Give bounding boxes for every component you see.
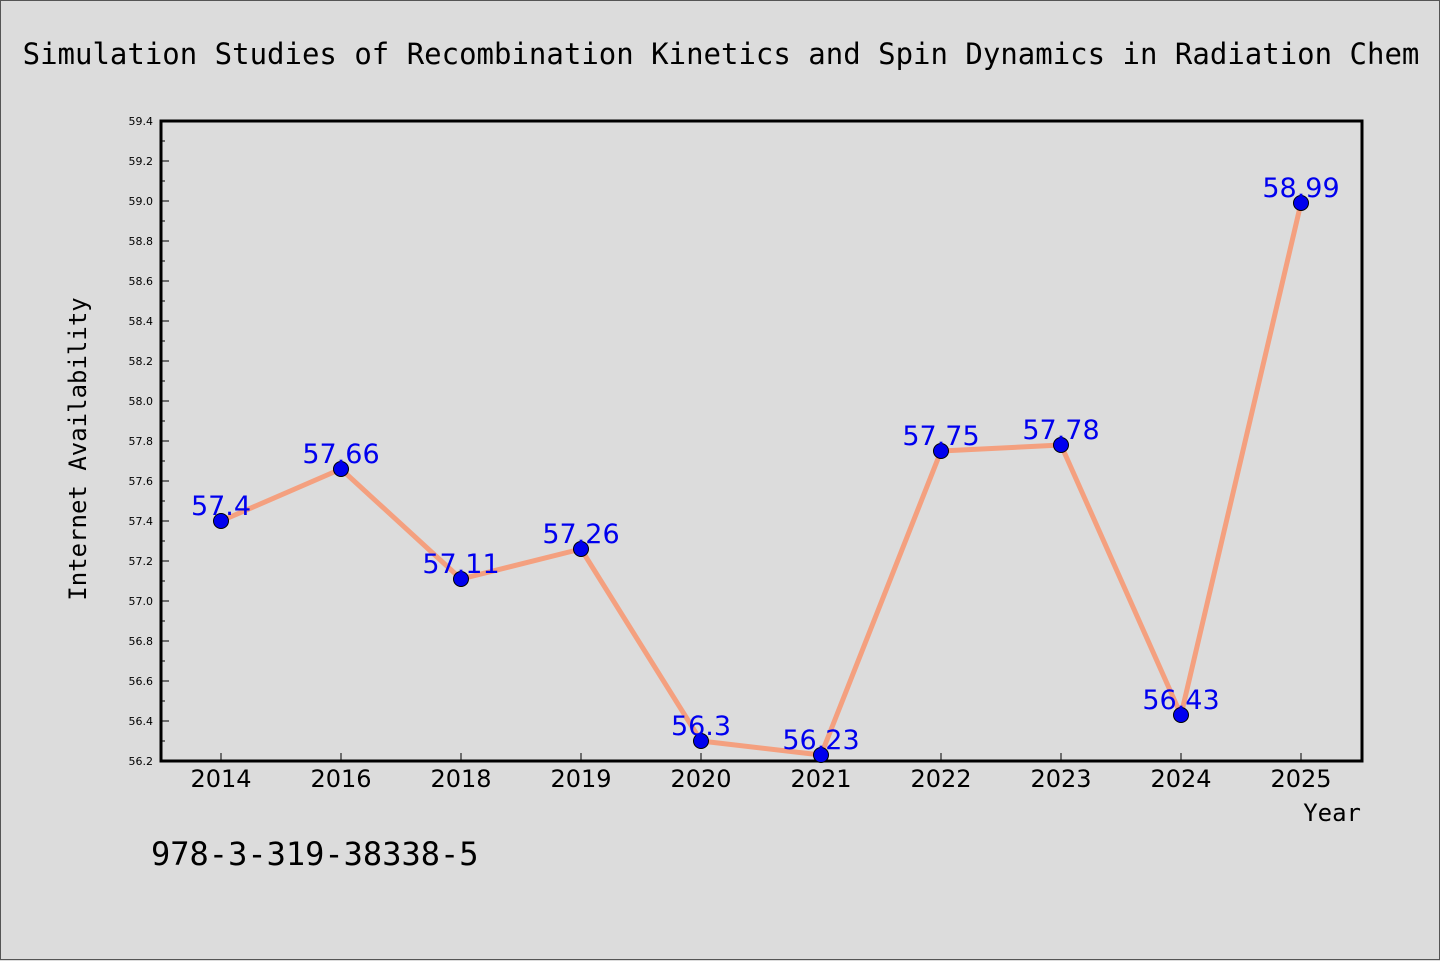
y-tick-label: 56.6 bbox=[129, 675, 154, 688]
data-label: 56.43 bbox=[1142, 685, 1219, 716]
series-polyline bbox=[220, 202, 1304, 758]
data-label: 56.23 bbox=[782, 725, 859, 756]
data-labels: 57.4 57.66 57.11 57.26 56.3 56.23 57.75 57.78 56… bbox=[191, 173, 1340, 756]
data-point bbox=[693, 733, 709, 749]
x-tick-label: 2022 bbox=[910, 765, 971, 793]
y-tick-label: 57.0 bbox=[129, 595, 154, 608]
y-tick-label: 58.0 bbox=[129, 395, 154, 408]
x-axis-label: Year bbox=[1303, 799, 1361, 827]
x-tick-label: 2023 bbox=[1030, 765, 1091, 793]
data-point bbox=[573, 541, 589, 557]
data-point bbox=[1053, 437, 1069, 453]
data-point bbox=[813, 747, 829, 763]
y-tick-label: 57.4 bbox=[129, 515, 154, 528]
y-axis: 56.2 56.4 56.6 56.8 57.0 57.2 57.4 57.6 57.8 58.0… bbox=[129, 115, 169, 768]
data-point bbox=[333, 461, 349, 477]
y-tick-label: 59.0 bbox=[129, 195, 154, 208]
x-tick-label: 2025 bbox=[1270, 765, 1331, 793]
data-point bbox=[213, 513, 229, 529]
data-label: 57.4 bbox=[191, 491, 251, 522]
data-point bbox=[453, 571, 469, 587]
isbn-text: 978-3-319-38338-5 bbox=[151, 835, 479, 873]
y-tick-label: 57.8 bbox=[129, 435, 154, 448]
data-label: 57.26 bbox=[542, 519, 619, 550]
y-tick-label: 58.4 bbox=[129, 315, 154, 328]
y-tick-label: 56.4 bbox=[129, 715, 154, 728]
data-label: 57.11 bbox=[422, 549, 499, 580]
chart-title: Simulation Studies of Recombination Kine… bbox=[23, 37, 1420, 71]
x-tick-label: 2020 bbox=[670, 765, 731, 793]
x-tick-label: 2014 bbox=[190, 765, 251, 793]
data-label: 57.66 bbox=[302, 439, 379, 470]
data-point bbox=[1293, 195, 1309, 211]
series-line bbox=[213, 195, 1309, 763]
x-tick-label: 2019 bbox=[550, 765, 611, 793]
y-tick-label: 56.8 bbox=[129, 635, 154, 648]
data-label: 57.78 bbox=[1022, 415, 1099, 446]
y-tick-label: 59.4 bbox=[129, 115, 154, 128]
x-tick-label: 2016 bbox=[310, 765, 371, 793]
data-point bbox=[933, 443, 949, 459]
data-label: 56.3 bbox=[671, 711, 731, 742]
x-tick-label: 2021 bbox=[790, 765, 851, 793]
y-tick-label: 57.2 bbox=[129, 555, 154, 568]
y-tick-label: 58.8 bbox=[129, 235, 154, 248]
x-tick-label: 2024 bbox=[1150, 765, 1211, 793]
data-label: 57.75 bbox=[902, 421, 979, 452]
data-label: 58.99 bbox=[1262, 173, 1339, 204]
x-tick-label: 2018 bbox=[430, 765, 491, 793]
x-axis: 2014 2016 2018 2019 2020 2021 2022 2023 2024 2025 bbox=[190, 753, 1332, 793]
y-axis-label: Internet Availability bbox=[64, 297, 92, 600]
y-tick-label: 58.6 bbox=[129, 275, 154, 288]
y-tick-label: 57.6 bbox=[129, 475, 154, 488]
y-tick-label: 58.2 bbox=[129, 355, 154, 368]
data-point bbox=[1173, 707, 1189, 723]
y-tick-label: 56.2 bbox=[129, 755, 154, 768]
y-tick-label: 59.2 bbox=[129, 155, 154, 168]
